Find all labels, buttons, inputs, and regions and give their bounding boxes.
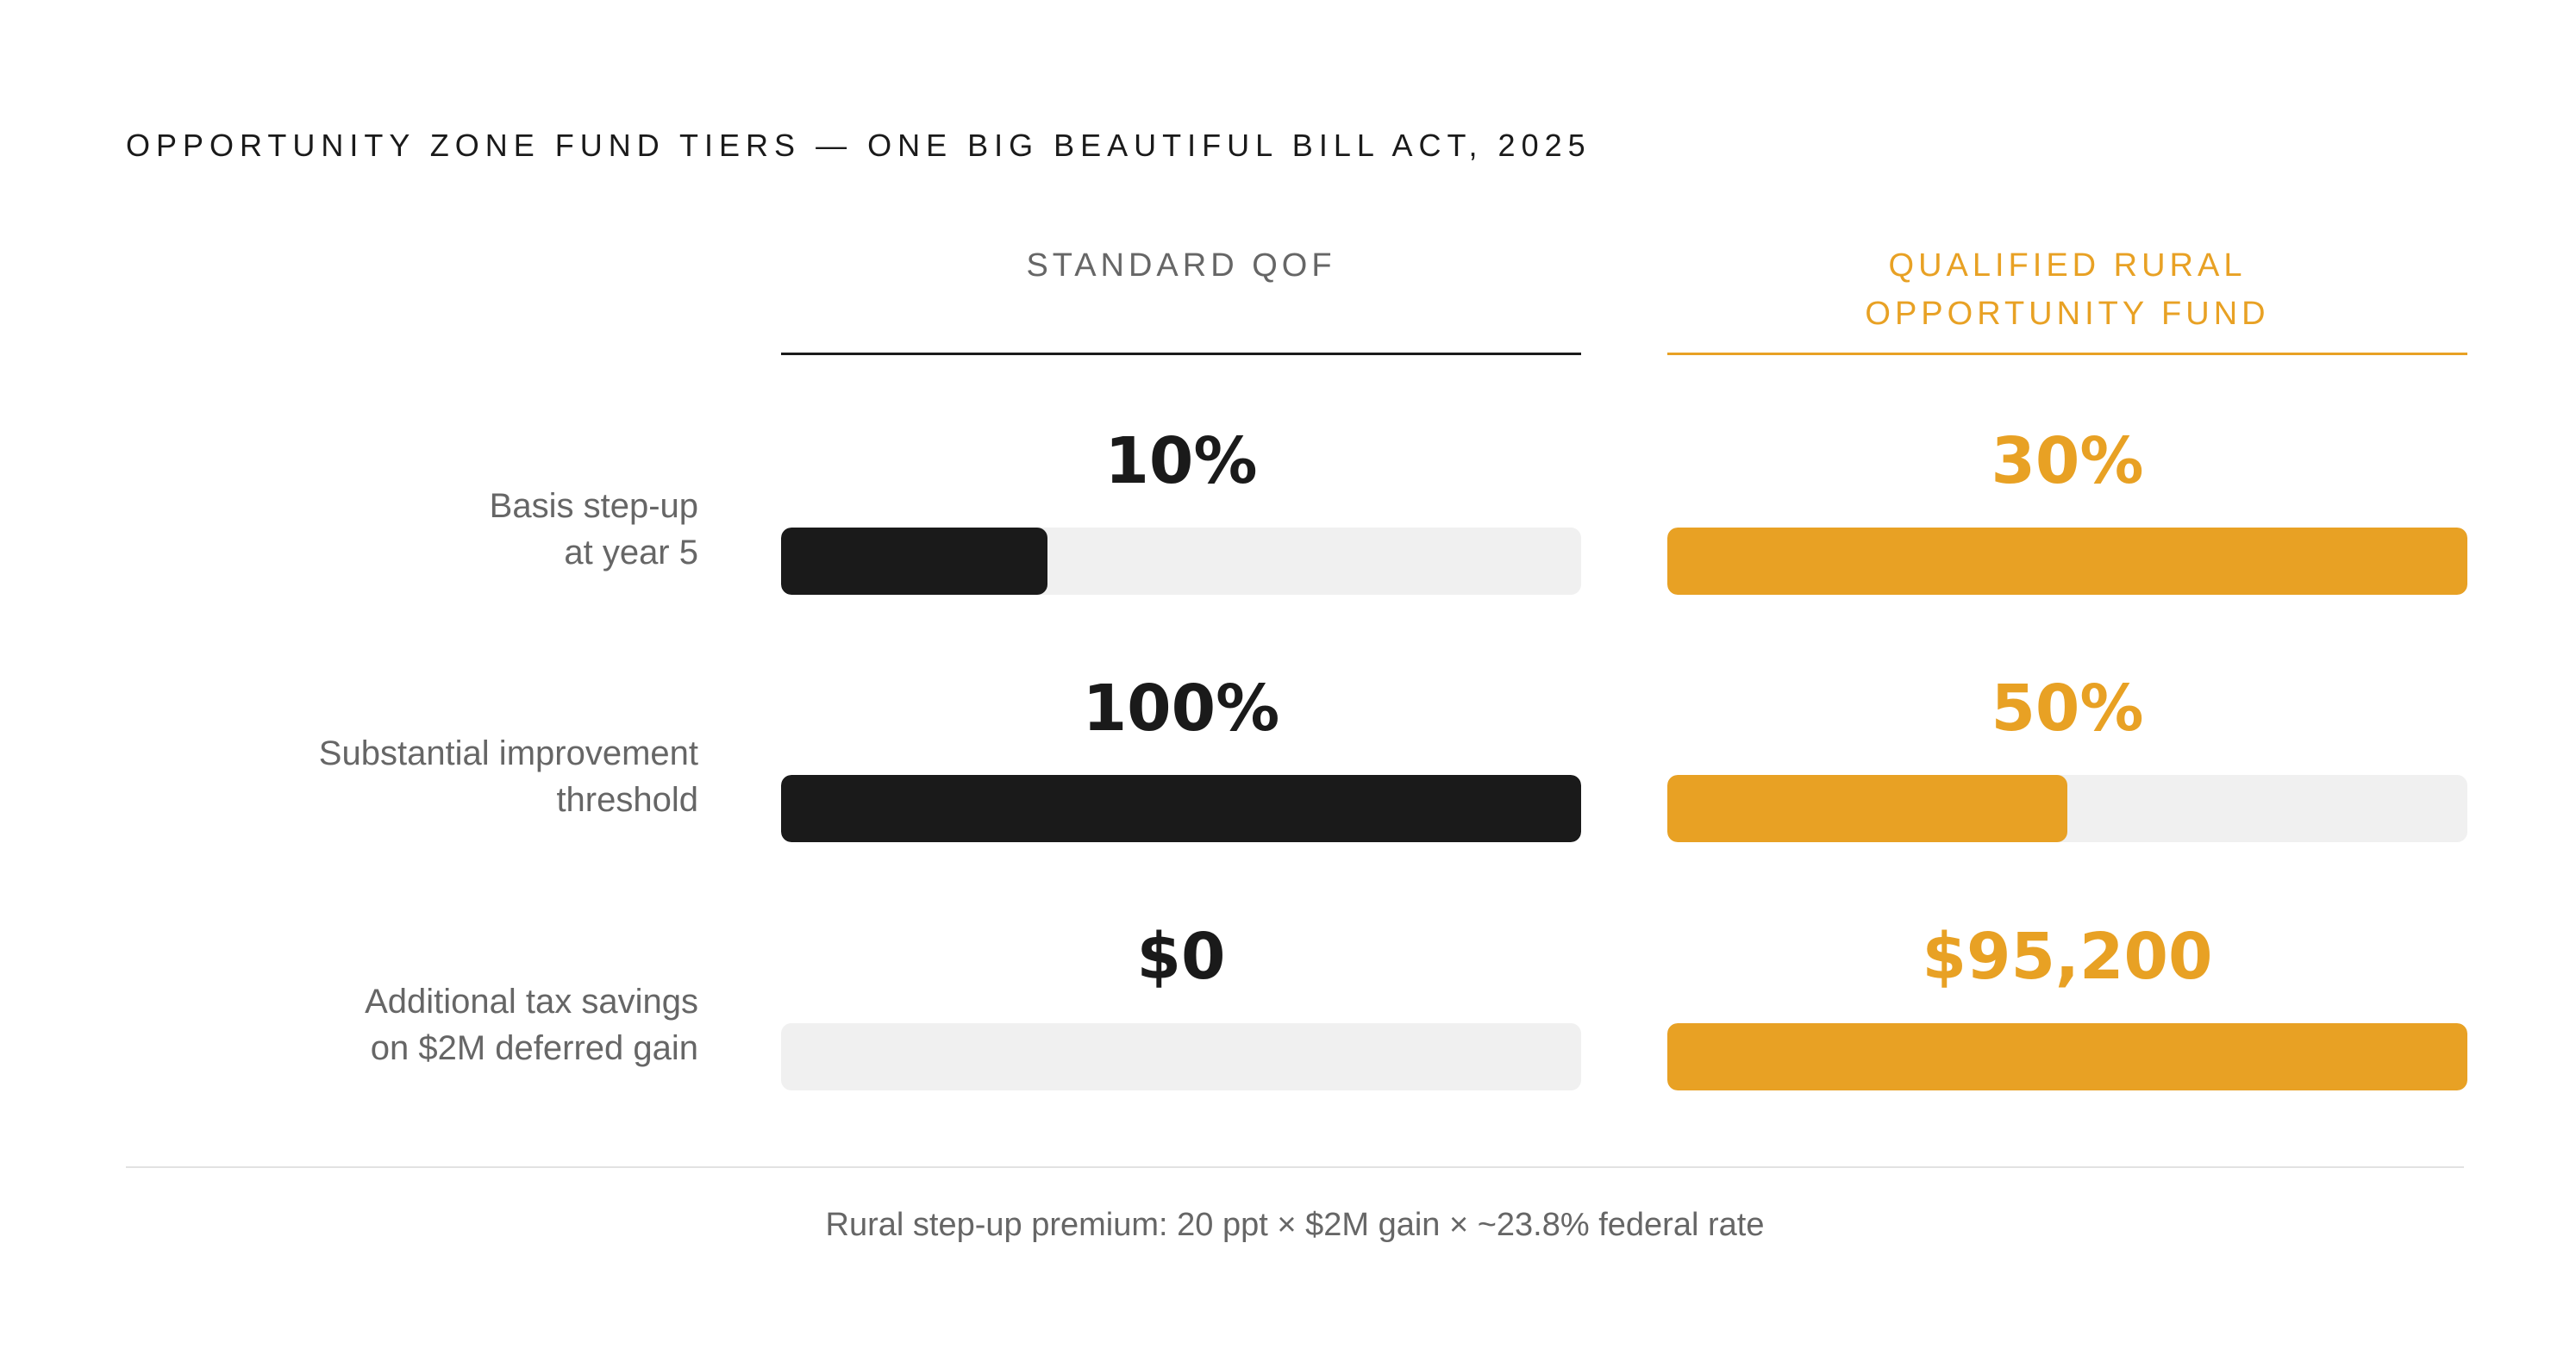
column-rule-rural — [1667, 353, 2467, 355]
column-rule-standard — [781, 353, 1581, 355]
row-label-1-line-2: at year 5 — [564, 534, 698, 572]
chart-title: OPPORTUNITY ZONE FUND TIERS — ONE BIG BE… — [126, 128, 1591, 163]
row-label-1: Basis step-up at year 5 — [126, 483, 698, 576]
row-label-3-line-1: Additional tax savings — [365, 983, 698, 1021]
row-label-2-line-1: Substantial improvement — [318, 734, 698, 772]
bar-rural-3 — [1667, 1023, 2467, 1090]
row-label-2: Substantial improvement threshold — [126, 730, 698, 823]
value-label-standard-1: 10% — [1104, 424, 1258, 498]
bar-track-standard-2 — [781, 775, 1581, 842]
value-label-standard-3: $0 — [1136, 920, 1226, 994]
column-header-standard: STANDARD QOF — [781, 241, 1581, 290]
value-label-rural-3: $95,200 — [1922, 920, 2213, 994]
bar-standard-2 — [781, 775, 1581, 842]
bar-track-rural-2 — [1667, 775, 2467, 842]
column-header-rural: QUALIFIED RURAL OPPORTUNITY FUND — [1667, 241, 2467, 338]
row-label-3-line-2: on $2M deferred gain — [370, 1029, 698, 1067]
column-header-rural-line-2: OPPORTUNITY FUND — [1865, 296, 2270, 332]
bar-rural-2 — [1667, 775, 2067, 842]
bar-track-rural-1 — [1667, 528, 2467, 595]
column-header-standard-label: STANDARD QOF — [1026, 247, 1336, 284]
value-label-rural-2: 50% — [1991, 672, 2144, 746]
value-label-standard-2: 100% — [1082, 672, 1280, 746]
bar-track-standard-3 — [781, 1023, 1581, 1090]
bar-rural-1 — [1667, 528, 2467, 595]
bar-standard-1 — [781, 528, 1048, 595]
row-label-2-line-2: threshold — [556, 781, 698, 819]
footer-divider — [126, 1166, 2464, 1168]
row-label-1-line-1: Basis step-up — [489, 487, 698, 525]
column-header-rural-line-1: QUALIFIED RURAL — [1888, 247, 2247, 284]
value-label-rural-1: 30% — [1991, 424, 2144, 498]
footnote: Rural step-up premium: 20 ppt × $2M gain… — [825, 1207, 1765, 1243]
bar-track-rural-3 — [1667, 1023, 2467, 1090]
row-label-3: Additional tax savings on $2M deferred ga… — [126, 978, 698, 1071]
bar-track-standard-1 — [781, 528, 1581, 595]
